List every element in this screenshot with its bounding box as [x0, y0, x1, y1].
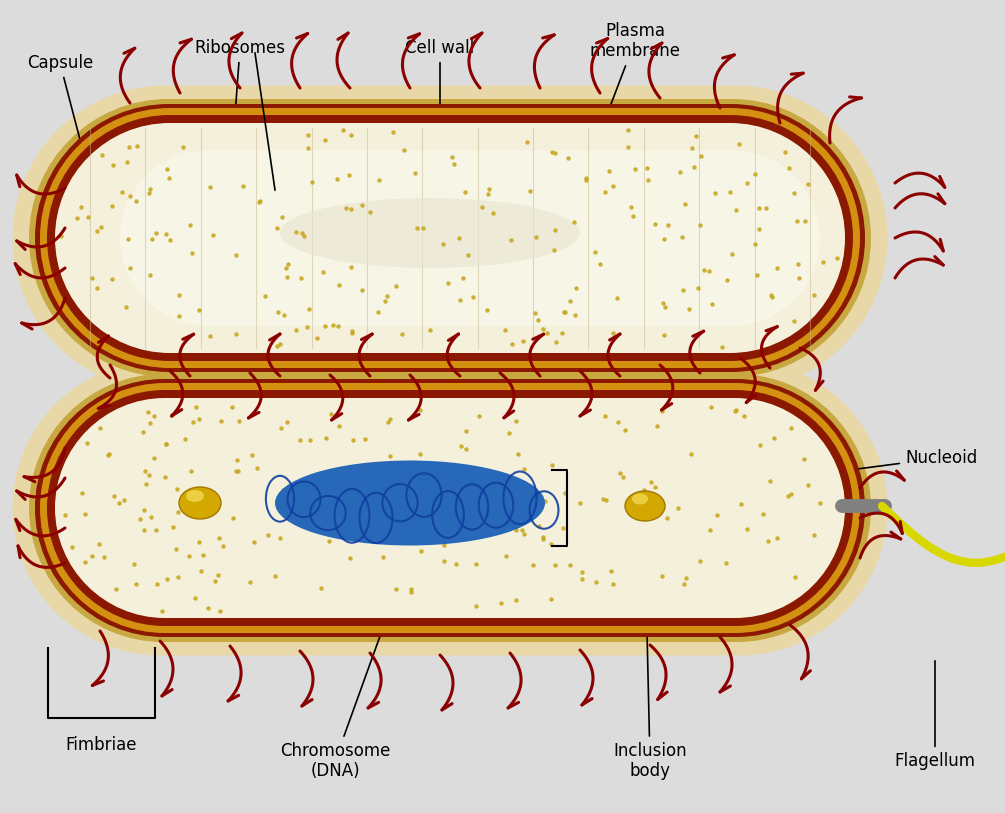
Ellipse shape	[179, 487, 221, 519]
Text: Cell wall: Cell wall	[405, 39, 474, 127]
PathPatch shape	[55, 398, 845, 618]
Text: Inclusion
body: Inclusion body	[613, 549, 686, 780]
PathPatch shape	[12, 360, 887, 655]
Text: Flagellum: Flagellum	[894, 661, 976, 770]
Text: Nucleoid: Nucleoid	[578, 449, 977, 506]
Ellipse shape	[632, 493, 648, 505]
PathPatch shape	[47, 115, 853, 361]
PathPatch shape	[35, 104, 865, 372]
Text: Plasma
membrane: Plasma membrane	[590, 22, 680, 130]
PathPatch shape	[47, 390, 853, 626]
PathPatch shape	[40, 108, 860, 368]
Text: Fimbriae: Fimbriae	[65, 736, 138, 754]
Text: Capsule: Capsule	[27, 54, 93, 176]
PathPatch shape	[29, 99, 871, 377]
Text: Ribosomes: Ribosomes	[195, 39, 285, 180]
Ellipse shape	[280, 198, 580, 268]
PathPatch shape	[29, 374, 871, 642]
PathPatch shape	[40, 383, 860, 633]
PathPatch shape	[120, 150, 820, 325]
Text: Chromosome
(DNA): Chromosome (DNA)	[279, 555, 409, 780]
PathPatch shape	[35, 379, 865, 637]
Ellipse shape	[625, 491, 665, 521]
Ellipse shape	[275, 460, 545, 546]
PathPatch shape	[55, 123, 845, 353]
PathPatch shape	[12, 85, 887, 390]
Ellipse shape	[186, 490, 204, 502]
